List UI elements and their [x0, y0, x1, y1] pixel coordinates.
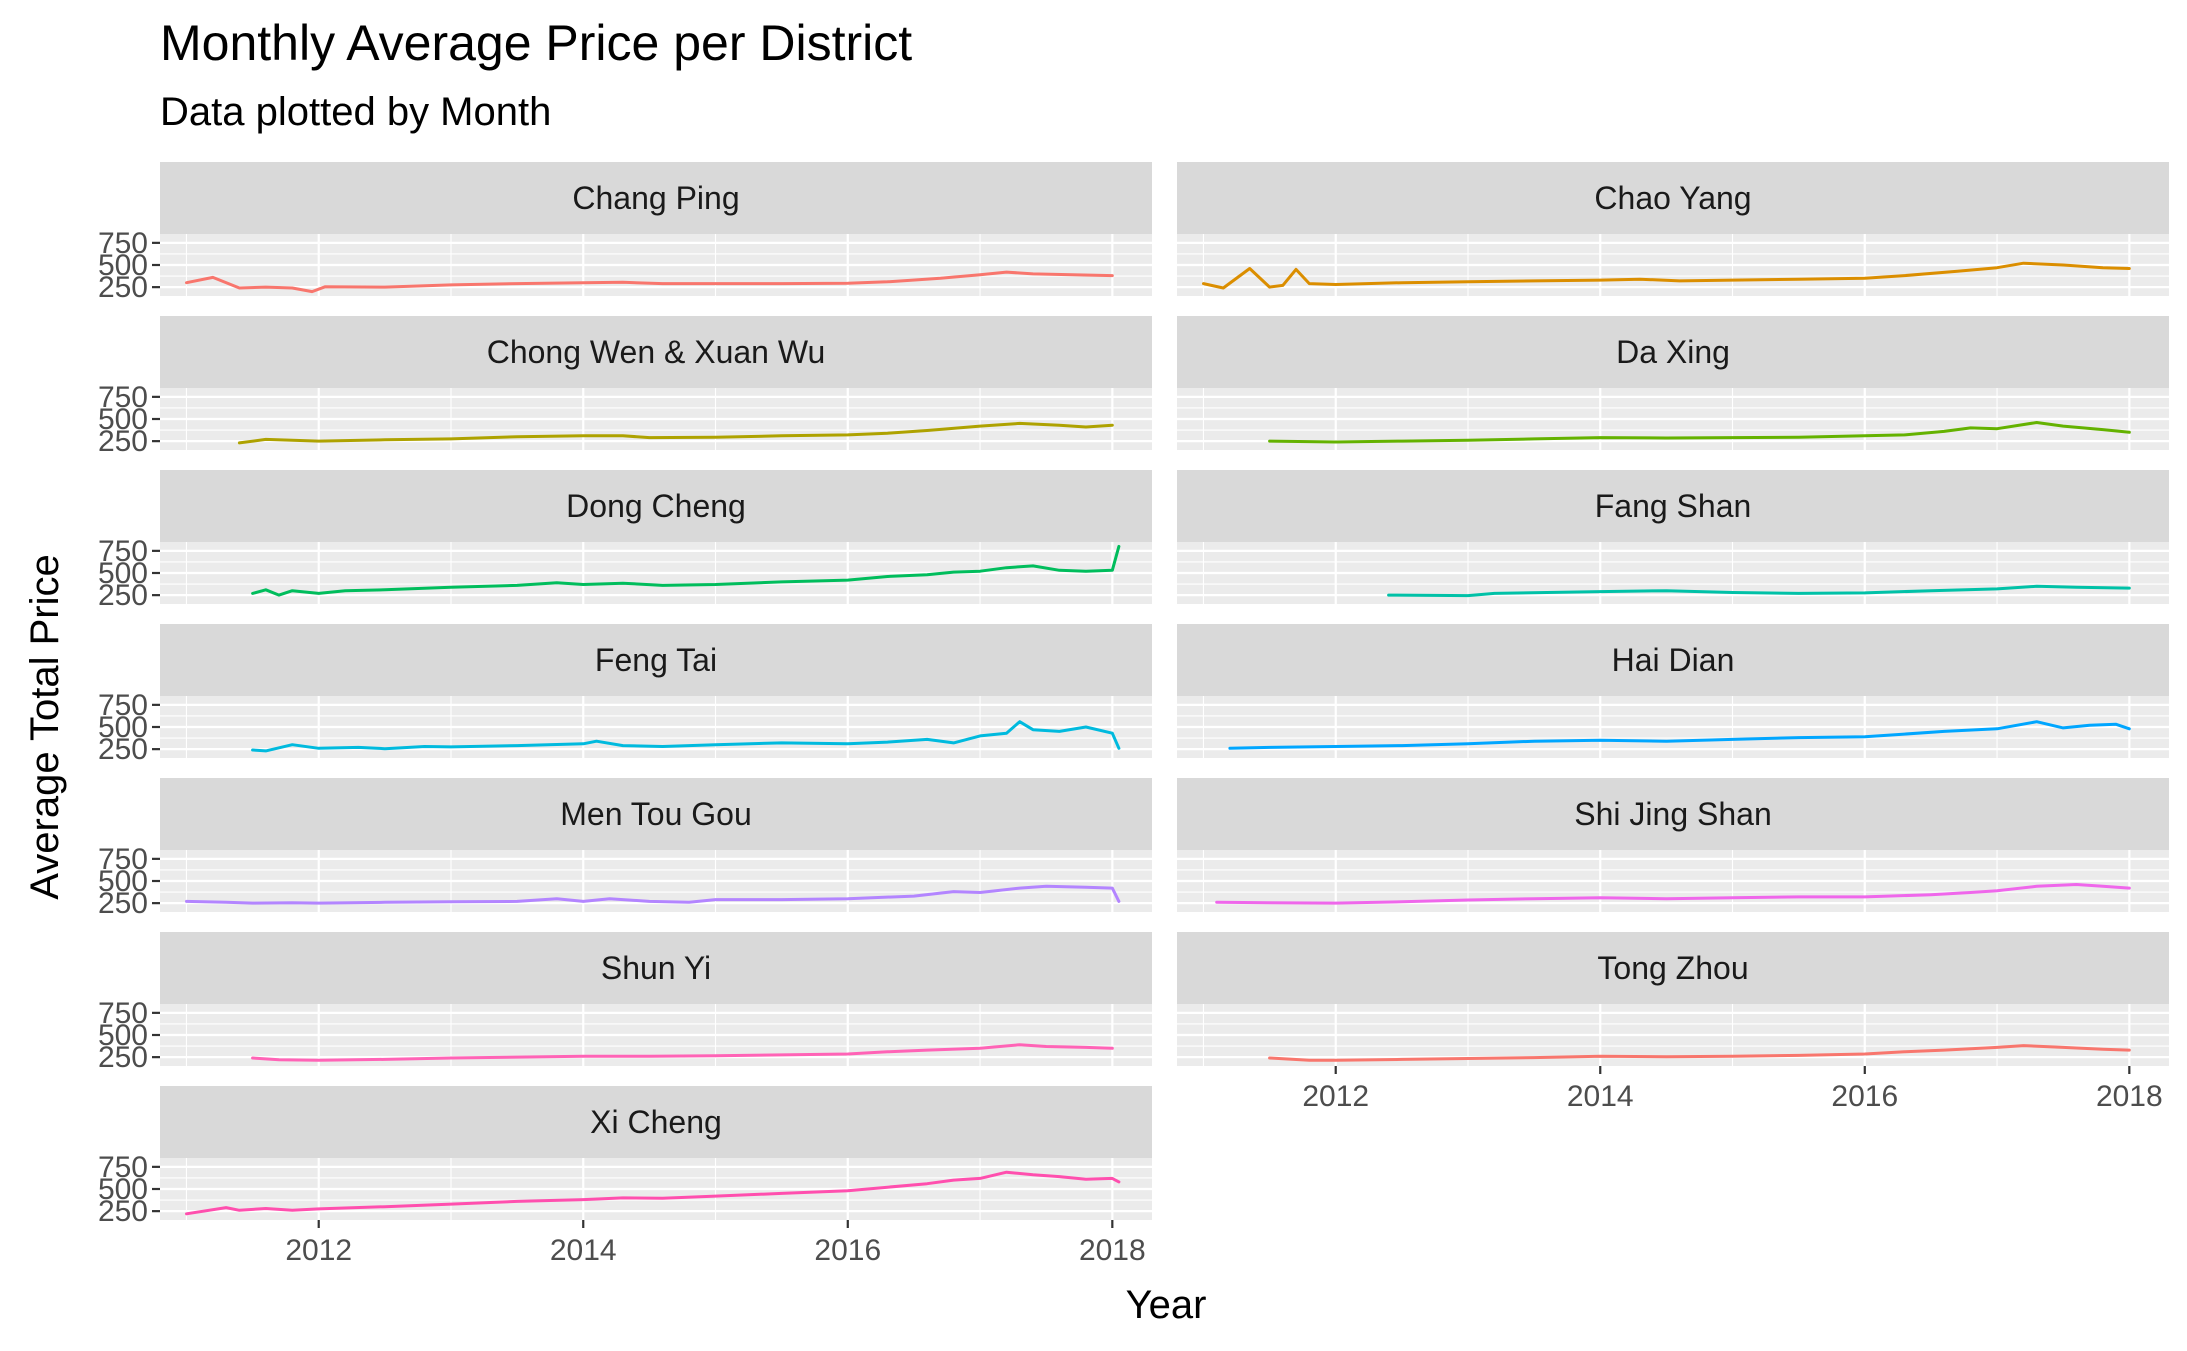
facet-label: Dong Cheng — [566, 488, 746, 524]
series-line-chong-wen-xuan-wu — [237, 421, 1114, 445]
series-line-tong-zhou — [1268, 1044, 2131, 1062]
x-tick-label: 2014 — [1567, 1080, 1634, 1113]
x-tick-label: 2014 — [550, 1234, 617, 1267]
facet-strip — [1177, 316, 2169, 388]
facet-strip — [1177, 470, 2169, 542]
series-line-xi-cheng — [185, 1170, 1121, 1216]
y-tick-label: 250 — [98, 271, 148, 304]
facet-strip — [1177, 778, 2169, 850]
y-tick-label: 250 — [98, 1195, 148, 1228]
facet-strip — [160, 1086, 1152, 1158]
x-tick-label: 2012 — [285, 1234, 352, 1267]
facet-label: Shun Yi — [601, 950, 711, 986]
y-tick-label: 250 — [98, 425, 148, 458]
y-tick-label: 250 — [98, 1041, 148, 1074]
facet-strip — [160, 778, 1152, 850]
facet-label: Xi Cheng — [590, 1104, 722, 1140]
series-line-feng-tai — [251, 720, 1121, 753]
facet-label: Shi Jing Shan — [1574, 796, 1771, 832]
series-line-chang-ping — [185, 270, 1114, 294]
facet-strip — [160, 316, 1152, 388]
series-line-shun-yi — [251, 1043, 1114, 1062]
facet-strip — [160, 162, 1152, 234]
y-tick-label: 750 — [98, 381, 148, 414]
facet-strip — [1177, 932, 2169, 1004]
series-line-dong-cheng — [251, 544, 1121, 597]
facet-label: Fang Shan — [1595, 488, 1752, 524]
facet-label: Da Xing — [1616, 334, 1730, 370]
series-line-hai-dian — [1228, 720, 2131, 750]
chart-subtitle: Data plotted by Month — [160, 90, 551, 134]
x-tick-label: 2016 — [1831, 1080, 1898, 1113]
x-axis-title: Year — [1126, 1283, 1207, 1327]
y-tick-label: 500 — [98, 1173, 148, 1206]
facet-label: Tong Zhou — [1597, 950, 1748, 986]
facet-label: Hai Dian — [1612, 642, 1735, 678]
x-tick-label: 2018 — [1079, 1234, 1146, 1267]
y-tick-label: 500 — [98, 1019, 148, 1052]
x-tick-label: 2016 — [814, 1234, 881, 1267]
y-tick-label: 500 — [98, 249, 148, 282]
facet-fang-shan: Fang Shan — [1177, 470, 2169, 604]
facet-strip — [160, 624, 1152, 696]
facet-strip — [1177, 624, 2169, 696]
series-line-fang-shan — [1387, 584, 2131, 598]
facet-strip — [160, 932, 1152, 1004]
y-tick-label: 250 — [98, 887, 148, 920]
y-tick-label: 750 — [98, 1151, 148, 1184]
chart-title: Monthly Average Price per District — [160, 15, 912, 71]
facet-strip — [160, 470, 1152, 542]
facet-tong-zhou: Tong Zhou 2012 2014 2016 2018 — [1177, 932, 2169, 1113]
y-tick-label: 500 — [98, 865, 148, 898]
y-tick-label: 750 — [98, 997, 148, 1030]
y-tick-label: 250 — [98, 733, 148, 766]
y-tick-label: 250 — [98, 579, 148, 612]
facet-label: Chong Wen & Xuan Wu — [487, 334, 826, 370]
series-line-da-xing — [1268, 421, 2131, 444]
facet-label: Chao Yang — [1594, 180, 1751, 216]
y-tick-label: 500 — [98, 557, 148, 590]
y-tick-label: 750 — [98, 535, 148, 568]
x-tick-label: 2018 — [2096, 1080, 2163, 1113]
series-line-shi-jing-shan — [1215, 883, 2131, 905]
facet-label: Feng Tai — [595, 642, 717, 678]
x-tick-label: 2012 — [1302, 1080, 1369, 1113]
facet-chao-yang: Chao Yang — [1177, 162, 2169, 296]
y-tick-label: 750 — [98, 227, 148, 260]
y-axis-title: Average Total Price — [23, 554, 67, 899]
series-line-men-tou-gou — [185, 884, 1121, 905]
facet-shi-jing-shan: Shi Jing Shan — [1177, 778, 2169, 912]
y-tick-label: 750 — [98, 843, 148, 876]
facet-da-xing: Da Xing — [1177, 316, 2169, 450]
facet-strip — [1177, 162, 2169, 234]
y-tick-label: 500 — [98, 711, 148, 744]
facet-hai-dian: Hai Dian — [1177, 624, 2169, 758]
series-line-chao-yang — [1202, 261, 2131, 290]
facet-label: Men Tou Gou — [560, 796, 752, 832]
facet-label: Chang Ping — [572, 180, 739, 216]
y-tick-label: 500 — [98, 403, 148, 436]
y-tick-label: 750 — [98, 689, 148, 722]
